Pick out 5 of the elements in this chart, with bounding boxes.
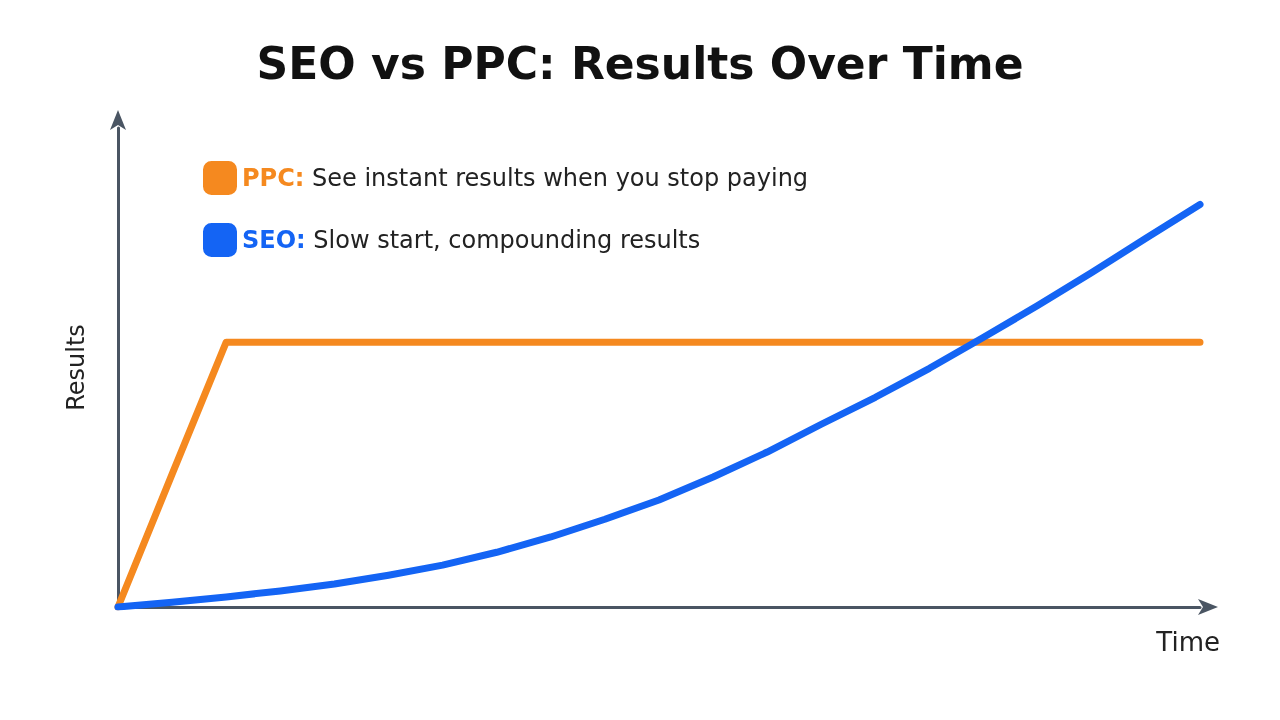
x-axis-title: Time — [1155, 627, 1220, 657]
chart-title: SEO vs PPC: Results Over Time — [256, 37, 1024, 89]
legend-label: SEO: Slow start, compounding results — [242, 226, 701, 254]
legend-label: PPC: See instant results when you stop paying — [242, 164, 809, 192]
y-axis-title: Results — [62, 324, 90, 411]
